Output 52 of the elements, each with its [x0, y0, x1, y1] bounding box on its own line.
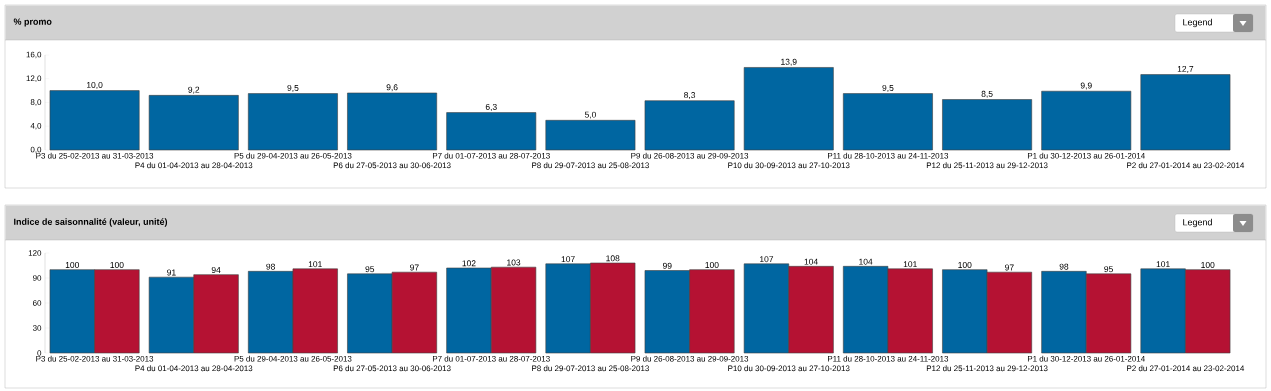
data-label: 107 — [760, 256, 774, 263]
data-label: 97 — [410, 264, 419, 271]
data-label: 101 — [903, 261, 917, 268]
data-label: 9,5 — [287, 84, 299, 92]
data-label: 100 — [110, 261, 124, 268]
data-label: 98 — [266, 263, 275, 270]
data-label: 104 — [859, 258, 873, 265]
data-label: 9,9 — [1080, 82, 1092, 90]
data-label: 103 — [507, 259, 521, 266]
data-label: 100 — [705, 261, 719, 268]
data-label: 95 — [365, 266, 375, 273]
data-label: 100 — [958, 261, 972, 268]
data-label: 98 — [1059, 263, 1069, 270]
data-label: 95 — [1104, 266, 1113, 273]
data-label: 104 — [804, 258, 818, 265]
bar — [644, 100, 735, 151]
text: Legend — [1183, 18, 1212, 28]
data-label: 107 — [561, 256, 575, 263]
data-label: 97 — [1005, 264, 1014, 271]
bar — [942, 99, 1033, 151]
data-label: 6,3 — [485, 103, 497, 111]
data-label: 100 — [65, 261, 79, 268]
text: Legend — [1183, 218, 1212, 228]
chart-title: % promo — [13, 18, 52, 27]
bar — [743, 67, 834, 151]
data-label: 91 — [167, 269, 176, 276]
bar — [347, 92, 438, 151]
data-label: 8,5 — [981, 90, 993, 98]
data-label: 102 — [462, 260, 476, 267]
data-label: 12,7 — [1177, 65, 1194, 73]
chart-title: Indice de saisonnalité (valeur, unité) — [14, 218, 168, 227]
bar — [49, 90, 140, 151]
data-label: 99 — [662, 262, 672, 269]
bar — [1041, 90, 1132, 151]
data-label: 13,9 — [781, 58, 797, 66]
bar — [248, 93, 338, 151]
data-label: 9,5 — [882, 84, 894, 92]
bar — [1140, 74, 1231, 151]
data-label: 10,0 — [86, 81, 103, 89]
data-label: 100 — [1201, 261, 1215, 268]
data-label: 108 — [606, 255, 620, 262]
data-label: 8,3 — [684, 92, 696, 100]
bar — [843, 93, 933, 151]
bar — [148, 95, 239, 151]
data-label: 5,0 — [584, 111, 596, 119]
data-label: 94 — [211, 266, 221, 273]
data-label: 101 — [308, 261, 322, 268]
data-label: 9,6 — [386, 84, 398, 92]
data-label: 101 — [1156, 261, 1170, 268]
bar — [446, 112, 537, 151]
bar — [545, 120, 636, 151]
data-label: 9,2 — [188, 86, 200, 94]
